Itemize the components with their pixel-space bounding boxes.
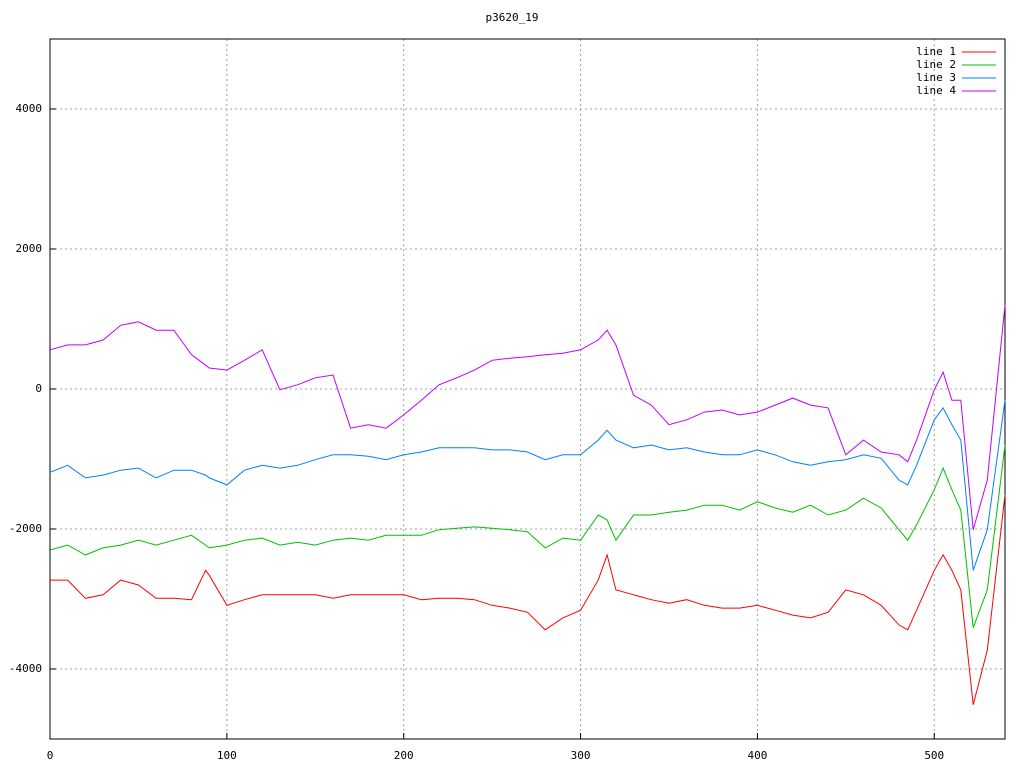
series-line — [49, 444, 1006, 628]
y-tick-label: 4000 — [16, 102, 43, 115]
chart-title: p3620_19 — [486, 11, 539, 24]
legend-label: line 3 — [916, 71, 956, 84]
series-line — [49, 304, 1006, 530]
y-tick-label: 2000 — [16, 242, 43, 255]
x-tick-label: 100 — [217, 749, 237, 762]
series-line — [50, 494, 1006, 705]
legend-label: line 4 — [916, 84, 956, 97]
x-tick-label: 200 — [394, 749, 414, 762]
y-tick-label: -4000 — [9, 662, 42, 675]
x-tick-label: 400 — [747, 749, 767, 762]
series-line — [49, 400, 1006, 571]
legend-label: line 2 — [916, 58, 956, 71]
x-tick-label: 300 — [571, 749, 591, 762]
y-tick-label: -2000 — [9, 522, 42, 535]
plot-border — [49, 38, 1006, 740]
x-tick-label: 500 — [924, 749, 944, 762]
y-tick-label: 0 — [35, 382, 42, 395]
legend-label: line 1 — [916, 45, 956, 58]
x-tick-label: 0 — [47, 749, 54, 762]
